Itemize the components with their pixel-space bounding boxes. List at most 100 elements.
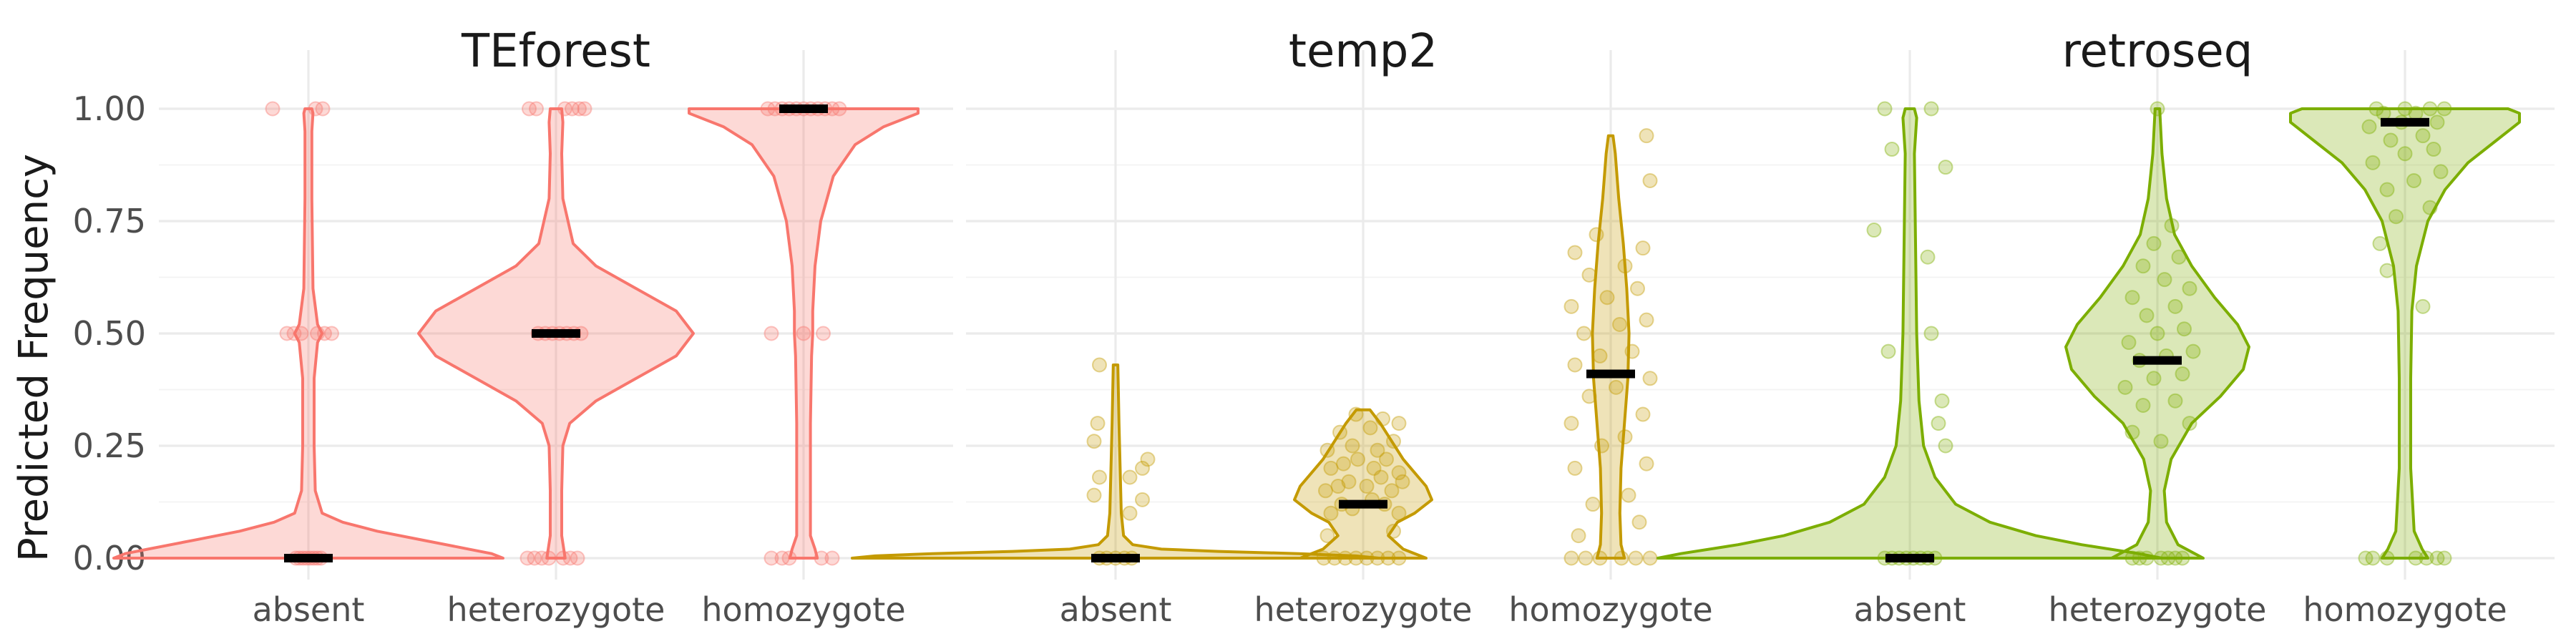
data-point bbox=[763, 326, 779, 341]
violin-shape bbox=[688, 107, 919, 560]
data-point bbox=[1642, 550, 1658, 566]
data-point bbox=[1617, 429, 1633, 444]
data-point bbox=[2415, 128, 2431, 144]
data-point bbox=[1624, 343, 1640, 359]
data-point bbox=[1599, 290, 1615, 306]
data-point bbox=[2167, 550, 2183, 566]
data-point bbox=[2358, 550, 2373, 566]
data-point bbox=[2365, 155, 2381, 170]
data-point bbox=[781, 550, 797, 566]
data-point bbox=[2132, 550, 2147, 566]
data-point bbox=[1589, 227, 1604, 243]
data-point bbox=[816, 326, 831, 341]
data-point bbox=[2160, 550, 2176, 566]
data-point bbox=[2185, 343, 2201, 359]
violin-shape bbox=[112, 107, 504, 560]
data-point bbox=[1563, 550, 1579, 566]
facet-title: temp2 bbox=[1289, 25, 1438, 78]
data-point bbox=[1635, 406, 1651, 422]
data-point bbox=[1345, 438, 1360, 454]
data-point bbox=[1386, 434, 1401, 449]
data-point bbox=[814, 550, 829, 566]
data-point bbox=[2135, 258, 2151, 274]
data-point bbox=[1359, 479, 1375, 494]
data-point bbox=[317, 326, 332, 341]
data-point bbox=[1362, 420, 1378, 436]
data-point bbox=[1135, 460, 1150, 476]
x-tick-label: absent bbox=[1060, 590, 1172, 629]
data-point bbox=[1337, 550, 1353, 566]
data-point bbox=[522, 101, 537, 117]
data-point bbox=[2167, 393, 2183, 409]
data-point bbox=[565, 101, 580, 117]
data-point bbox=[279, 326, 295, 341]
data-point bbox=[1092, 469, 1107, 485]
data-point bbox=[2365, 550, 2381, 566]
data-point bbox=[1594, 438, 1609, 454]
data-point bbox=[519, 550, 535, 566]
violin-shape bbox=[851, 364, 1380, 560]
data-point bbox=[2153, 434, 2169, 449]
data-point bbox=[1384, 483, 1400, 499]
data-point bbox=[2150, 101, 2165, 117]
data-point bbox=[2372, 235, 2388, 251]
data-point bbox=[324, 326, 339, 341]
data-point bbox=[1379, 452, 1394, 467]
median-bar bbox=[532, 329, 580, 338]
data-point bbox=[2436, 550, 2452, 566]
data-point bbox=[1092, 357, 1107, 373]
data-point bbox=[2379, 550, 2395, 566]
data-point bbox=[2422, 101, 2438, 117]
data-point bbox=[1567, 245, 1583, 260]
data-point bbox=[2177, 321, 2192, 337]
data-point bbox=[2139, 308, 2155, 323]
data-point bbox=[570, 550, 585, 566]
data-point bbox=[2433, 164, 2449, 180]
data-point bbox=[1336, 456, 1351, 472]
data-point bbox=[1642, 371, 1658, 386]
data-point bbox=[2368, 101, 2384, 117]
violin-shape bbox=[1591, 134, 1631, 560]
facet-panel: retroseq absent heterozygote homozygote bbox=[1657, 25, 2555, 629]
data-point bbox=[1370, 442, 1385, 458]
data-point bbox=[2397, 101, 2413, 117]
data-point bbox=[2426, 142, 2441, 157]
data-point bbox=[2175, 550, 2190, 566]
data-point bbox=[2429, 550, 2445, 566]
x-tick-label: heterozygote bbox=[447, 590, 665, 629]
y-axis: Predicted Frequency 0.000.250.500.751.00 bbox=[11, 89, 146, 577]
data-point bbox=[527, 550, 542, 566]
data-point bbox=[286, 326, 302, 341]
data-point bbox=[1348, 406, 1364, 422]
data-point bbox=[1370, 550, 1385, 566]
data-point bbox=[557, 101, 572, 117]
data-point bbox=[2171, 249, 2187, 265]
x-tick-label: absent bbox=[253, 590, 365, 629]
data-point bbox=[1938, 160, 1953, 175]
data-point bbox=[1348, 550, 1364, 566]
data-point bbox=[2124, 550, 2140, 566]
data-point bbox=[1380, 550, 1396, 566]
data-point bbox=[1330, 479, 1346, 494]
data-point bbox=[1318, 483, 1333, 499]
data-point bbox=[1630, 280, 1645, 296]
data-point bbox=[1323, 505, 1339, 521]
data-point bbox=[2135, 397, 2151, 413]
data-point bbox=[1567, 357, 1583, 373]
data-point bbox=[2167, 298, 2183, 314]
median-bar bbox=[1586, 369, 1635, 379]
x-tick-label: homozygote bbox=[701, 590, 905, 629]
data-point bbox=[1373, 469, 1389, 485]
data-point bbox=[315, 101, 331, 117]
data-point bbox=[1923, 101, 1939, 117]
data-point bbox=[1350, 452, 1365, 467]
data-point bbox=[2415, 298, 2431, 314]
data-point bbox=[265, 101, 280, 117]
data-point bbox=[2429, 114, 2445, 130]
data-point bbox=[2146, 235, 2162, 251]
data-point bbox=[2361, 119, 2377, 135]
facet-panel: temp2 absent heterozygote homozygote bbox=[851, 25, 1760, 629]
data-point bbox=[2117, 379, 2133, 395]
data-point bbox=[1090, 416, 1106, 431]
